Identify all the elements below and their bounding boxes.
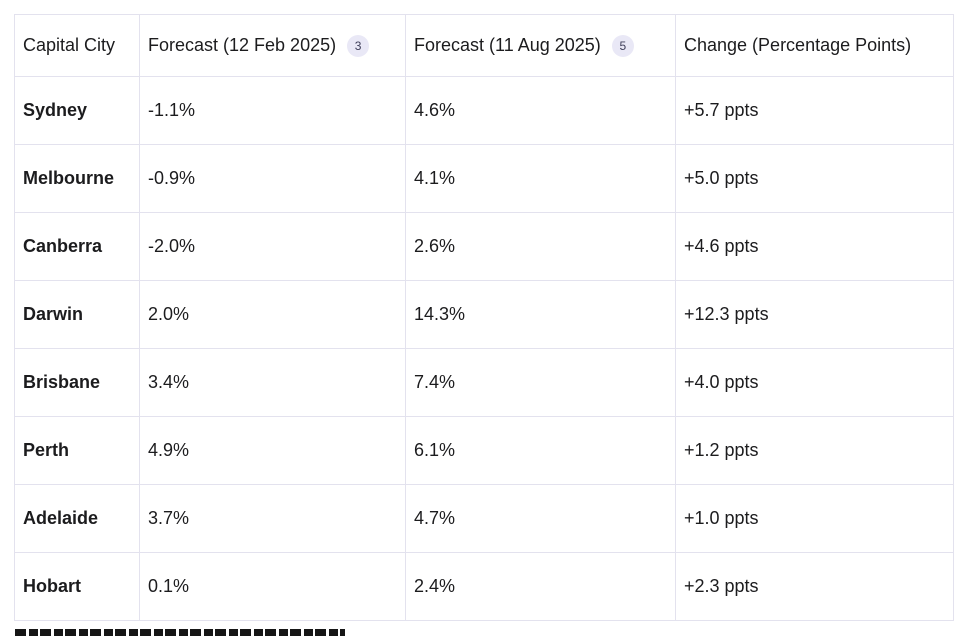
forecast-aug-cell: 2.6% xyxy=(405,212,676,281)
header-cell-change: Change (Percentage Points) xyxy=(675,14,954,77)
forecast-aug-cell: 4.7% xyxy=(405,484,676,553)
change-cell: +1.0 ppts xyxy=(675,484,954,553)
forecast-aug-cell: 4.6% xyxy=(405,76,676,145)
city-cell: Melbourne xyxy=(14,144,140,213)
city-cell: Canberra xyxy=(14,212,140,281)
forecast-feb-cell: 3.4% xyxy=(139,348,406,417)
forecast-feb-cell: -1.1% xyxy=(139,76,406,145)
header-cell-forecast-feb: Forecast (12 Feb 2025) 3 xyxy=(139,14,406,77)
cropped-text-line xyxy=(15,629,345,636)
city-cell: Perth xyxy=(14,416,140,485)
forecast-feb-cell: 3.7% xyxy=(139,484,406,553)
change-cell: +2.3 ppts xyxy=(675,552,954,621)
forecast-feb-cell: -2.0% xyxy=(139,212,406,281)
forecast-feb-cell: -0.9% xyxy=(139,144,406,213)
forecast-feb-cell: 2.0% xyxy=(139,280,406,349)
header-label-capital-city: Capital City xyxy=(23,35,116,55)
city-cell: Brisbane xyxy=(14,348,140,417)
table-row: Melbourne -0.9% 4.1% +5.0 ppts xyxy=(14,144,954,213)
header-row: Capital City Forecast (12 Feb 2025) 3 Fo… xyxy=(14,14,954,77)
table-row: Sydney -1.1% 4.6% +5.7 ppts xyxy=(14,76,954,145)
city-cell: Adelaide xyxy=(14,484,140,553)
city-cell: Sydney xyxy=(14,76,140,145)
header-label-forecast-aug: Forecast (11 Aug 2025) xyxy=(414,35,601,55)
table-header: Capital City Forecast (12 Feb 2025) 3 Fo… xyxy=(14,14,954,77)
table-row: Brisbane 3.4% 7.4% +4.0 ppts xyxy=(14,348,954,417)
forecast-aug-cell: 6.1% xyxy=(405,416,676,485)
city-cell: Darwin xyxy=(14,280,140,349)
table-row: Hobart 0.1% 2.4% +2.3 ppts xyxy=(14,552,954,621)
forecast-feb-cell: 0.1% xyxy=(139,552,406,621)
change-cell: +12.3 ppts xyxy=(675,280,954,349)
forecast-aug-cell: 2.4% xyxy=(405,552,676,621)
citation-badge-5[interactable]: 5 xyxy=(611,34,634,57)
table-row: Darwin 2.0% 14.3% +12.3 ppts xyxy=(14,280,954,349)
forecast-feb-cell: 4.9% xyxy=(139,416,406,485)
change-cell: +5.0 ppts xyxy=(675,144,954,213)
city-cell: Hobart xyxy=(14,552,140,621)
header-cell-forecast-aug: Forecast (11 Aug 2025) 5 xyxy=(405,14,676,77)
header-cell-capital-city: Capital City xyxy=(14,14,140,77)
table-body: Sydney -1.1% 4.6% +5.7 ppts Melbourne -0… xyxy=(14,76,954,621)
change-cell: +4.0 ppts xyxy=(675,348,954,417)
change-cell: +5.7 ppts xyxy=(675,76,954,145)
change-cell: +1.2 ppts xyxy=(675,416,954,485)
citation-badge-3[interactable]: 3 xyxy=(347,34,370,57)
header-label-change: Change (Percentage Points) xyxy=(684,35,912,55)
header-content: Capital City xyxy=(23,35,129,56)
table-row: Adelaide 3.7% 4.7% +1.0 ppts xyxy=(14,484,954,553)
forecast-table: Capital City Forecast (12 Feb 2025) 3 Fo… xyxy=(14,14,954,621)
forecast-aug-cell: 7.4% xyxy=(405,348,676,417)
change-cell: +4.6 ppts xyxy=(675,212,954,281)
header-content: Change (Percentage Points) xyxy=(684,35,943,56)
header-content: Forecast (11 Aug 2025) 5 xyxy=(414,34,665,57)
header-content: Forecast (12 Feb 2025) 3 xyxy=(148,34,395,57)
forecast-aug-cell: 4.1% xyxy=(405,144,676,213)
forecast-aug-cell: 14.3% xyxy=(405,280,676,349)
table-row: Canberra -2.0% 2.6% +4.6 ppts xyxy=(14,212,954,281)
table-row: Perth 4.9% 6.1% +1.2 ppts xyxy=(14,416,954,485)
header-label-forecast-feb: Forecast (12 Feb 2025) xyxy=(148,35,337,55)
